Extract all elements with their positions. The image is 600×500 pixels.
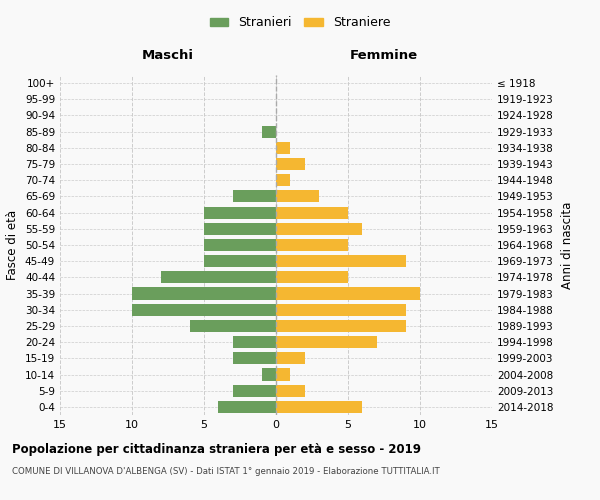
Bar	[132, 288, 276, 300]
Bar	[276, 174, 290, 186]
Bar	[132, 304, 276, 316]
Bar	[276, 222, 362, 235]
Bar	[276, 239, 348, 251]
Bar	[161, 272, 276, 283]
Bar	[190, 320, 276, 332]
Bar	[204, 239, 276, 251]
Bar	[276, 142, 290, 154]
Bar	[276, 206, 348, 218]
Bar	[276, 336, 377, 348]
Bar	[233, 352, 276, 364]
Bar	[204, 222, 276, 235]
Bar	[276, 320, 406, 332]
Bar	[276, 384, 305, 397]
Bar	[276, 288, 420, 300]
Bar	[276, 352, 305, 364]
Y-axis label: Anni di nascita: Anni di nascita	[560, 202, 574, 288]
Bar	[233, 384, 276, 397]
Bar	[262, 368, 276, 380]
Bar	[233, 336, 276, 348]
Bar	[276, 255, 406, 268]
Bar	[204, 206, 276, 218]
Bar	[276, 304, 406, 316]
Text: Popolazione per cittadinanza straniera per età e sesso - 2019: Popolazione per cittadinanza straniera p…	[12, 442, 421, 456]
Bar	[276, 190, 319, 202]
Bar	[276, 401, 362, 413]
Bar	[218, 401, 276, 413]
Text: Maschi: Maschi	[142, 50, 194, 62]
Bar	[276, 368, 290, 380]
Bar	[276, 272, 348, 283]
Legend: Stranieri, Straniere: Stranieri, Straniere	[205, 11, 395, 34]
Bar	[204, 255, 276, 268]
Y-axis label: Fasce di età: Fasce di età	[7, 210, 19, 280]
Text: COMUNE DI VILLANOVA D'ALBENGA (SV) - Dati ISTAT 1° gennaio 2019 - Elaborazione T: COMUNE DI VILLANOVA D'ALBENGA (SV) - Dat…	[12, 468, 440, 476]
Text: Femmine: Femmine	[350, 50, 418, 62]
Bar	[233, 190, 276, 202]
Bar	[276, 158, 305, 170]
Bar	[262, 126, 276, 138]
